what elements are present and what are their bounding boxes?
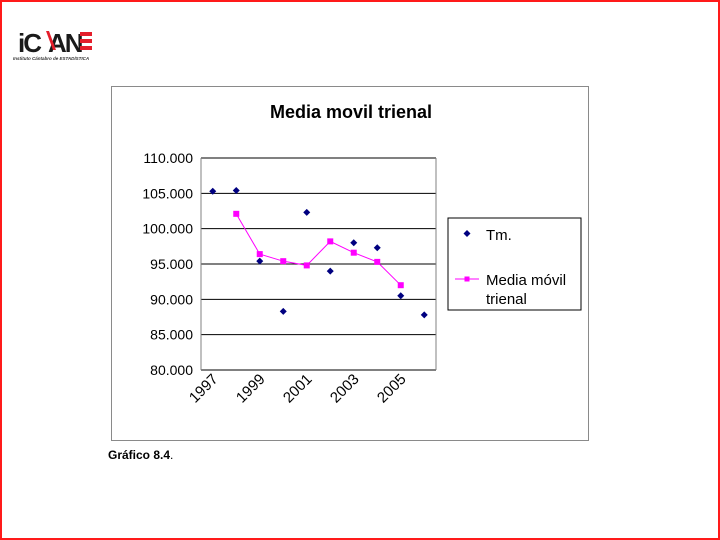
media-movil-point — [397, 282, 404, 289]
media-movil-point — [327, 238, 334, 245]
media-movil-point — [374, 258, 381, 265]
x-tick-label: 2001 — [280, 371, 316, 407]
chart-title: Media movil trienal — [270, 102, 432, 122]
y-tick-label: 95.000 — [150, 256, 193, 272]
grid-lines — [200, 157, 437, 371]
chart-svg: Media movil trienal 80.000 85.000 90.000 95… — [142, 102, 582, 407]
legend-media-label-line2: trienal — [486, 291, 527, 308]
svg-text:AN: AN — [48, 28, 83, 58]
tm-point — [326, 267, 334, 275]
tm-point — [373, 244, 381, 252]
legend-media-marker — [464, 276, 470, 282]
y-tick-label: 105.000 — [142, 185, 193, 201]
media-movil-point — [256, 251, 263, 258]
caption-bold: Gráfico 8.4 — [108, 448, 171, 462]
tm-point — [420, 311, 428, 319]
media-movil-point — [233, 210, 240, 217]
tm-point — [279, 307, 287, 315]
legend-tm-label: Tm. — [486, 227, 512, 244]
media-movil-line — [235, 213, 402, 286]
legend-tm-marker — [463, 230, 471, 237]
tm-point — [256, 257, 264, 265]
tm-point — [303, 208, 311, 216]
tm-point — [232, 187, 240, 195]
caption-rest: . — [170, 448, 174, 462]
media-movil-point — [303, 262, 310, 269]
chart-container: Media movil trienal 80.000 85.000 90.000 95… — [111, 86, 589, 441]
y-tick-label: 85.000 — [150, 327, 193, 343]
icane-logo: iC AN — [18, 28, 92, 58]
series-media-line — [235, 213, 402, 286]
tm-point — [350, 239, 358, 247]
media-movil-point — [280, 258, 287, 265]
y-tick-label: 110.000 — [143, 150, 193, 166]
y-tick-labels: 80.000 85.000 90.000 95.000 100.000 105.000 11… — [142, 150, 193, 378]
figure-caption: Gráfico 8.4. — [108, 448, 173, 462]
media-movil-point — [350, 249, 357, 256]
tm-point — [209, 187, 217, 195]
x-tick-label: 2005 — [374, 371, 410, 407]
svg-text:iC: iC — [18, 28, 42, 58]
chart-legend: Tm. Media móvil trienal — [447, 217, 582, 311]
series-points — [209, 187, 428, 319]
legend-media-label-line1: Media móvil — [486, 272, 566, 289]
x-tick-label: 1999 — [233, 371, 269, 407]
y-tick-label: 80.000 — [150, 362, 193, 378]
y-tick-label: 100.000 — [142, 221, 193, 237]
x-tick-label: 2003 — [327, 371, 363, 407]
logo-subtitle: Instituto Cántabro de ESTADÍSTICA — [13, 56, 90, 61]
y-tick-label: 90.000 — [150, 291, 193, 307]
x-tick-labels: 1997 1999 2001 2003 2005 — [186, 371, 410, 407]
tm-point — [397, 292, 405, 300]
